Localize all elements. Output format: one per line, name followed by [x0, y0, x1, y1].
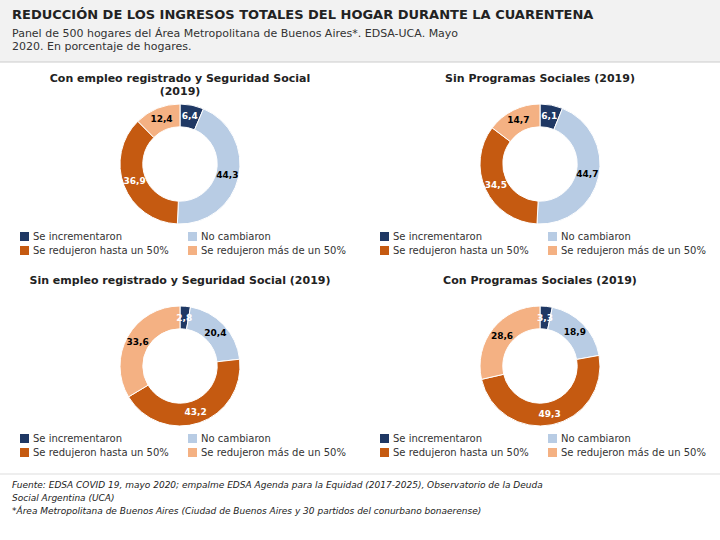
legend-swatch [188, 232, 197, 241]
legend-label: Se incrementaron [33, 231, 122, 242]
donut-chart: Sin empleo registrado y Seguridad Social… [20, 274, 346, 458]
chart-title: Sin Programas Sociales (2019) [445, 72, 635, 85]
chart-title: Con empleo registrado y Seguridad Social… [50, 72, 310, 98]
legend-label: Se incrementaron [33, 433, 122, 444]
legend-swatch [20, 246, 29, 255]
legend-swatch [380, 246, 389, 255]
data-label: 20,4 [204, 328, 226, 338]
donut-chart: Con empleo registrado y Seguridad Social… [20, 72, 346, 256]
subtitle: Panel de 500 hogares del Área Metropolit… [12, 27, 458, 53]
legend-swatch [380, 448, 389, 457]
data-label: 3,3 [537, 313, 553, 323]
data-label: 2,8 [176, 313, 192, 323]
data-label: 14,7 [507, 115, 529, 125]
chart-title: Con Programas Sociales (2019) [443, 274, 637, 287]
page: REDUCCIÓN DE LOS INGRESOS TOTALES DEL HO… [0, 0, 720, 540]
donut-chart: Con Programas Sociales (2019) 3,3 18,9 49,3… [380, 274, 706, 458]
legend-swatch [380, 232, 389, 241]
legend-label: Se incrementaron [393, 433, 482, 444]
legend-swatch [548, 434, 557, 443]
legend-label: No cambiaron [201, 231, 271, 242]
footer-border [0, 474, 720, 475]
data-label: 18,9 [564, 327, 586, 337]
data-label: 36,9 [124, 176, 146, 186]
data-label: 49,3 [539, 409, 561, 419]
donut-slice [537, 108, 600, 224]
legend-swatch [188, 434, 197, 443]
header-border [0, 62, 720, 63]
data-label: 28,6 [491, 331, 513, 341]
legend-swatch [380, 434, 389, 443]
legend-swatch [188, 448, 197, 457]
legend-label: Se redujeron hasta un 50% [33, 245, 169, 256]
donut-slice [129, 359, 240, 426]
title: REDUCCIÓN DE LOS INGRESOS TOTALES DEL HO… [12, 7, 593, 22]
donut-slice [492, 104, 540, 142]
data-label: 44,3 [216, 170, 238, 180]
legend-label: No cambiaron [561, 231, 631, 242]
legend-swatch [548, 232, 557, 241]
legend-label: No cambiaron [561, 433, 631, 444]
donut-chart: Sin Programas Sociales (2019) 6,1 44,7 34,5… [380, 72, 706, 256]
legend-label: Se redujeron hasta un 50% [33, 447, 169, 458]
data-label: 33,6 [127, 337, 149, 347]
legend-swatch [20, 434, 29, 443]
donut-slice [120, 121, 178, 224]
donut-slice [120, 306, 180, 397]
donut-slice [138, 104, 180, 138]
donut-slice [548, 307, 599, 359]
legend-label: Se redujeron hasta un 50% [393, 245, 529, 256]
legend-label: Se incrementaron [393, 231, 482, 242]
legend-swatch [548, 246, 557, 255]
legend-swatch [188, 246, 197, 255]
footer-note: Social Argentina (UCA) [12, 493, 115, 503]
data-label: 6,4 [182, 111, 198, 121]
donut-slice [187, 307, 240, 362]
legend: Se incrementaron No cambiaron Se redujeron… [380, 231, 706, 256]
data-label: 6,1 [541, 111, 557, 121]
data-label: 44,7 [576, 169, 598, 179]
legend-label: No cambiaron [201, 433, 271, 444]
donut-slice [177, 109, 240, 224]
legend: Se incrementaron No cambiaron Se redujeron… [20, 433, 346, 458]
legend-label: Se redujeron más de un 50% [561, 447, 706, 458]
legend: Se incrementaron No cambiaron Se redujeron… [20, 231, 346, 256]
legend-label: Se redujeron más de un 50% [561, 245, 706, 256]
legend-swatch [20, 448, 29, 457]
donut-slice [480, 306, 540, 379]
header-background [0, 0, 720, 62]
footer-note: *Área Metropolitana de Buenos Aires (Ciu… [12, 505, 481, 516]
chart-title: Sin empleo registrado y Seguridad Social… [30, 274, 331, 287]
legend: Se incrementaron No cambiaron Se redujeron… [380, 433, 706, 458]
legend-swatch [548, 448, 557, 457]
legend-label: Se redujeron hasta un 50% [393, 447, 529, 458]
legend-label: Se redujeron más de un 50% [201, 245, 346, 256]
legend-swatch [20, 232, 29, 241]
data-label: 34,5 [485, 180, 507, 190]
footer-note: Fuente: EDSA COVID 19, mayo 2020; empalm… [12, 480, 543, 490]
data-label: 43,2 [184, 407, 206, 417]
data-label: 12,4 [150, 114, 172, 124]
legend-label: Se redujeron más de un 50% [201, 447, 346, 458]
donut-slice [480, 128, 538, 224]
